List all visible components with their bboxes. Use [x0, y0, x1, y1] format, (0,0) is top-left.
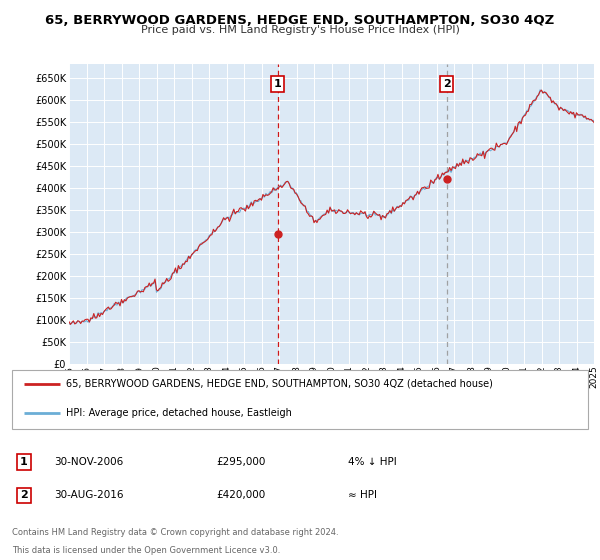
Text: 30-AUG-2016: 30-AUG-2016 [54, 491, 124, 500]
Text: This data is licensed under the Open Government Licence v3.0.: This data is licensed under the Open Gov… [12, 545, 280, 555]
Text: 2: 2 [20, 491, 28, 500]
Text: 30-NOV-2006: 30-NOV-2006 [54, 457, 123, 467]
Text: 1: 1 [274, 79, 281, 89]
Text: ≈ HPI: ≈ HPI [348, 491, 377, 500]
Text: 65, BERRYWOOD GARDENS, HEDGE END, SOUTHAMPTON, SO30 4QZ (detached house): 65, BERRYWOOD GARDENS, HEDGE END, SOUTHA… [66, 379, 493, 389]
Text: 2: 2 [443, 79, 451, 89]
Text: Contains HM Land Registry data © Crown copyright and database right 2024.: Contains HM Land Registry data © Crown c… [12, 528, 338, 537]
Text: £295,000: £295,000 [216, 457, 265, 467]
Text: 1: 1 [20, 457, 28, 467]
Text: 4% ↓ HPI: 4% ↓ HPI [348, 457, 397, 467]
Text: HPI: Average price, detached house, Eastleigh: HPI: Average price, detached house, East… [66, 408, 292, 418]
FancyBboxPatch shape [12, 370, 588, 429]
Text: £420,000: £420,000 [216, 491, 265, 500]
Text: 65, BERRYWOOD GARDENS, HEDGE END, SOUTHAMPTON, SO30 4QZ: 65, BERRYWOOD GARDENS, HEDGE END, SOUTHA… [46, 14, 554, 27]
Text: Price paid vs. HM Land Registry's House Price Index (HPI): Price paid vs. HM Land Registry's House … [140, 25, 460, 35]
